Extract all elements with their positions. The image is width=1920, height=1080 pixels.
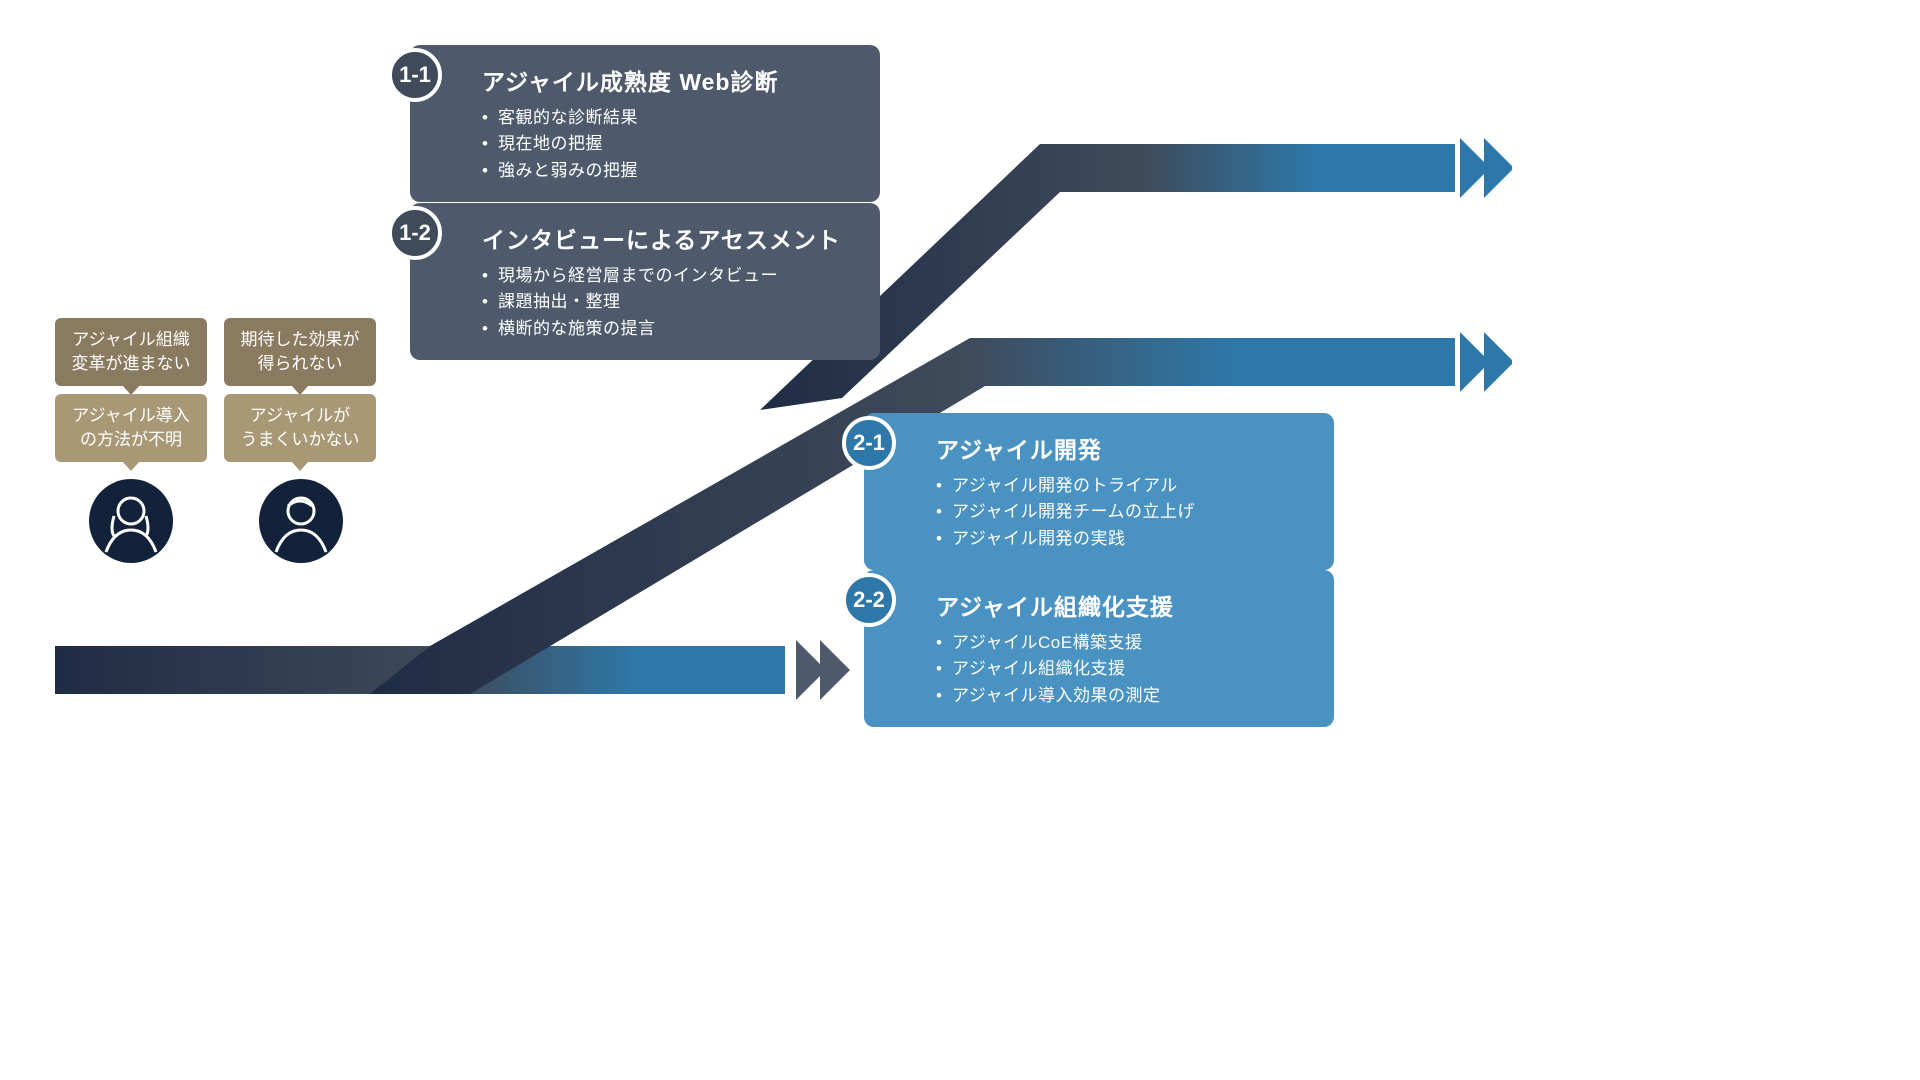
card-2-2: アジャイル組織化支援アジャイルCoE構築支援アジャイル組織化支援アジャイル導入効… bbox=[864, 570, 1334, 727]
card-item: 横断的な施策の提言 bbox=[482, 316, 858, 342]
card-badge-1-1: 1-1 bbox=[388, 48, 442, 102]
card-badge-2-2: 2-2 bbox=[842, 573, 896, 627]
speech-bubble-0: アジャイル組織変革が進まない bbox=[55, 318, 207, 386]
arrow-1-1 bbox=[796, 640, 850, 700]
card-item: 客観的な診断結果 bbox=[482, 105, 858, 131]
card-item: アジャイルCoE構築支援 bbox=[936, 630, 1312, 656]
arrow-2-1 bbox=[1460, 332, 1512, 392]
card-item: 強みと弱みの把握 bbox=[482, 158, 858, 184]
person-icon-male bbox=[258, 478, 344, 569]
speech-bubble-2: アジャイル導入の方法が不明 bbox=[55, 394, 207, 462]
card-2-1: アジャイル開発アジャイル開発のトライアルアジャイル開発チームの立上げアジャイル開… bbox=[864, 413, 1334, 570]
card-item: アジャイル開発のトライアル bbox=[936, 473, 1312, 499]
card-1-2: インタビューによるアセスメント現場から経営層までのインタビュー課題抽出・整理横断… bbox=[410, 203, 880, 360]
card-item: アジャイル導入効果の測定 bbox=[936, 683, 1312, 709]
card-item: 現在地の把握 bbox=[482, 131, 858, 157]
card-title: アジャイル開発 bbox=[936, 431, 1312, 465]
person-icon-female bbox=[88, 478, 174, 569]
card-title: アジャイル成熟度 Web診断 bbox=[482, 63, 858, 97]
arrow-2-2 bbox=[1460, 138, 1512, 198]
card-item: アジャイル組織化支援 bbox=[936, 656, 1312, 682]
speech-bubble-1: 期待した効果が得られない bbox=[224, 318, 376, 386]
card-1-1: アジャイル成熟度 Web診断客観的な診断結果現在地の把握強みと弱みの把握 bbox=[410, 45, 880, 202]
card-item: アジャイル開発チームの立上げ bbox=[936, 499, 1312, 525]
card-badge-1-2: 1-2 bbox=[388, 206, 442, 260]
card-title: アジャイル組織化支援 bbox=[936, 588, 1312, 622]
card-title: インタビューによるアセスメント bbox=[482, 221, 858, 255]
card-item: 現場から経営層までのインタビュー bbox=[482, 263, 858, 289]
card-item: 課題抽出・整理 bbox=[482, 289, 858, 315]
card-badge-2-1: 2-1 bbox=[842, 416, 896, 470]
speech-bubble-3: アジャイルがうまくいかない bbox=[224, 394, 376, 462]
card-item: アジャイル開発の実践 bbox=[936, 526, 1312, 552]
